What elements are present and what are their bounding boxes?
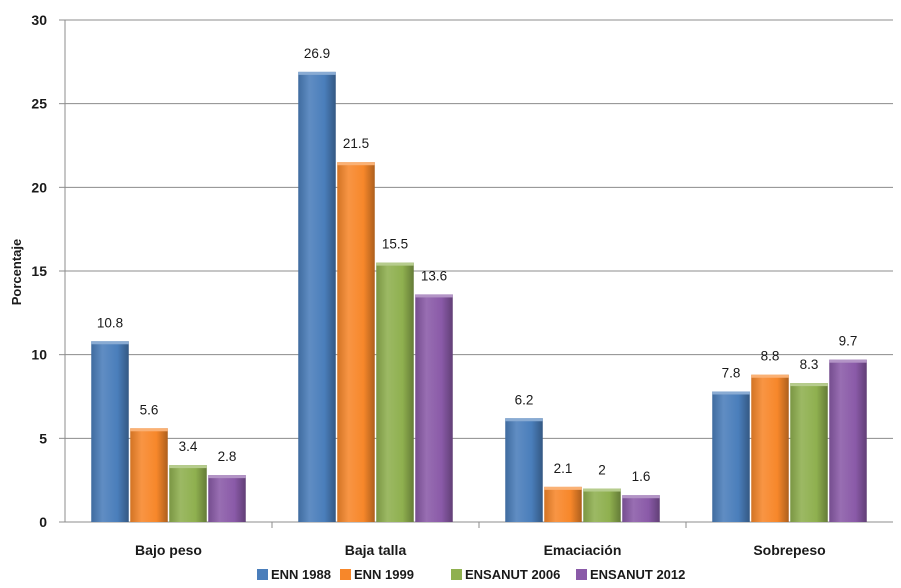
x-category-label: Sobrepeso <box>753 542 825 558</box>
bar-top <box>91 341 129 345</box>
data-label: 8.8 <box>761 349 780 364</box>
bar <box>298 71 336 522</box>
legend-swatch <box>451 569 462 580</box>
y-tick-label: 0 <box>39 514 47 530</box>
bar <box>337 162 375 522</box>
data-label: 26.9 <box>304 46 330 61</box>
bar <box>169 465 207 522</box>
y-axis-label: Porcentaje <box>9 239 24 305</box>
x-category-label: Baja talla <box>345 542 407 558</box>
bar-top <box>337 162 375 166</box>
bar-top <box>751 374 789 378</box>
legend-swatch <box>340 569 351 580</box>
bar <box>622 495 660 522</box>
bar <box>583 488 621 522</box>
bar <box>712 391 750 522</box>
bar <box>376 262 414 522</box>
y-tick-label: 15 <box>31 263 47 279</box>
bars <box>91 71 867 522</box>
bar-top <box>544 486 582 490</box>
legend-label: ENSANUT 2012 <box>590 567 685 582</box>
data-label: 1.6 <box>632 469 651 484</box>
bar-top <box>829 359 867 363</box>
data-label: 3.4 <box>179 439 198 454</box>
data-label: 5.6 <box>140 402 159 417</box>
bar-top <box>790 383 828 387</box>
data-labels: 10.8 5.6 3.4 2.8 26.9 21.5 15.5 13.6 6.2 2.1 2 1.6 7… <box>97 46 858 484</box>
bar <box>208 475 246 522</box>
bar-top <box>208 475 246 479</box>
x-category-label: Bajo peso <box>135 542 202 558</box>
bar-top <box>712 391 750 395</box>
data-label: 15.5 <box>382 237 408 252</box>
y-tick-label: 20 <box>31 179 47 195</box>
legend-swatch <box>576 569 587 580</box>
legend-label: ENN 1999 <box>354 567 414 582</box>
y-tick-label: 30 <box>31 12 47 28</box>
bar-top <box>622 495 660 499</box>
bar <box>829 359 867 522</box>
x-category-label: Emaciación <box>544 542 622 558</box>
bar <box>505 418 543 522</box>
bar <box>415 294 453 522</box>
bar-top <box>415 294 453 298</box>
bar-top <box>298 71 336 75</box>
legend-label: ENN 1988 <box>271 567 331 582</box>
bar <box>790 383 828 522</box>
bar-top <box>376 262 414 266</box>
bar-top <box>169 465 207 469</box>
data-label: 10.8 <box>97 315 123 330</box>
data-label: 7.8 <box>722 365 741 380</box>
y-tick-label: 25 <box>31 96 47 112</box>
bar <box>130 428 168 522</box>
bar <box>91 341 129 522</box>
bar-top <box>130 428 168 432</box>
data-label: 2.1 <box>554 461 573 476</box>
legend-label: ENSANUT 2006 <box>465 567 560 582</box>
data-label: 2 <box>598 463 606 478</box>
data-label: 9.7 <box>839 334 858 349</box>
y-tick-label: 10 <box>31 347 47 363</box>
data-label: 2.8 <box>218 449 237 464</box>
data-label: 21.5 <box>343 136 369 151</box>
legend-swatch <box>257 569 268 580</box>
data-label: 6.2 <box>515 392 534 407</box>
y-tick-label: 5 <box>39 430 47 446</box>
legend: ENN 1988 ENN 1999 ENSANUT 2006 ENSANUT 2012 <box>257 567 685 582</box>
bar-top <box>505 418 543 422</box>
bar <box>751 374 789 522</box>
bar-top <box>583 488 621 492</box>
data-label: 8.3 <box>800 357 819 372</box>
data-label: 13.6 <box>421 268 447 283</box>
bar <box>544 486 582 522</box>
